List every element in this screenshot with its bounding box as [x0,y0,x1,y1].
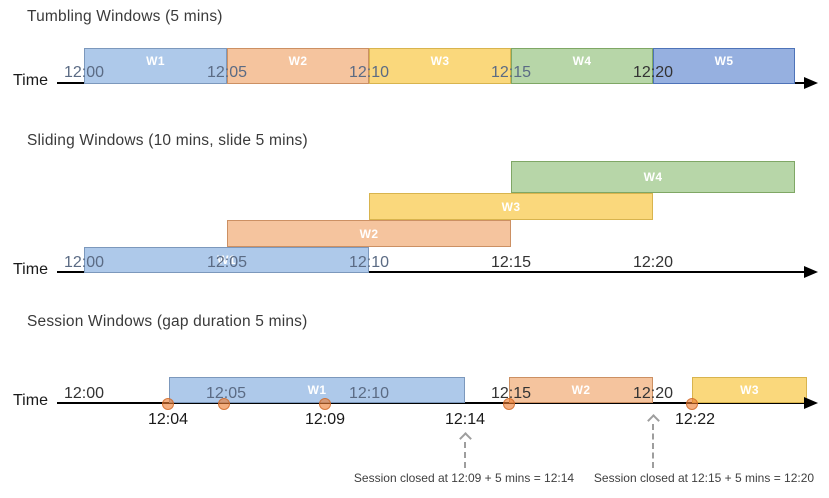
window-box-w4: W4 [511,161,795,193]
annotation-arrow-line [464,442,466,468]
window-box-w3: W3 [692,377,807,403]
time-axis-line [57,402,808,404]
axis-tick-label: 12:05 [206,64,248,81]
session-closed-annotation: Session closed at 12:15 + 5 mins = 12:20 [593,471,815,485]
time-axis-label: Time [13,72,48,89]
window-label: W5 [714,54,734,68]
event-time-label: 12:14 [444,411,486,428]
time-axis-label: Time [13,261,48,278]
time-axis-arrowhead-icon [804,397,818,409]
axis-tick-label: 12:00 [63,385,105,402]
axis-tick-label: 12:00 [63,254,105,271]
axis-tick-label: 12:20 [632,64,674,81]
event-dot [686,398,698,410]
window-box-w1: W1 [84,48,227,84]
axis-tick-label: 12:20 [632,254,674,271]
window-box-w3: W3 [369,193,653,220]
axis-tick-label: 12:05 [205,385,247,402]
event-time-label: 12:09 [304,411,346,428]
annotation-arrow-line [652,424,654,468]
time-axis-line [57,271,808,273]
axis-tick-label: 12:15 [490,64,532,81]
window-label: W2 [359,226,379,241]
axis-tick-label: 12:10 [348,64,390,81]
axis-tick-label: 12:00 [63,64,105,81]
event-dot [503,398,515,410]
time-axis-arrowhead-icon [804,77,818,89]
window-label: W1 [307,383,327,397]
axis-tick-label: 12:15 [490,385,532,402]
window-label: W3 [501,199,521,214]
window-label: W3 [740,383,759,397]
axis-tick-label: 12:15 [490,254,532,271]
window-label: W4 [572,54,592,68]
section-title: Tumbling Windows (5 mins) [27,8,223,25]
section-title: Session Windows (gap duration 5 mins) [27,313,308,330]
window-label: W1 [217,253,236,267]
window-box-w1: W1 [84,247,369,273]
window-box-w2: W2 [509,377,653,403]
window-label: W3 [430,54,450,68]
event-time-label: 12:04 [147,411,189,428]
axis-tick-label: 12:20 [632,385,674,402]
window-label: W2 [288,54,308,68]
window-box-w2: W2 [227,220,511,247]
event-dot [319,398,331,410]
axis-tick-label: 12:10 [348,385,390,402]
window-box-w3: W3 [369,48,511,84]
session-closed-annotation: Session closed at 12:09 + 5 mins = 12:14 [353,471,575,485]
event-dot [218,398,230,410]
time-axis-label: Time [13,392,48,409]
event-time-label: 12:22 [674,411,716,428]
time-axis-arrowhead-icon [804,266,818,278]
window-label: W2 [571,383,591,397]
window-box-w2: W2 [227,48,369,84]
axis-tick-label: 12:05 [206,254,248,271]
window-box-w4: W4 [511,48,653,84]
annotation-arrow-up-icon [647,414,660,427]
event-dot [162,398,174,410]
annotation-arrow-up-icon [459,432,472,445]
window-box-w1: W1 [169,377,465,403]
window-box-w5: W5 [653,48,795,84]
window-label: W4 [643,170,663,184]
section-title: Sliding Windows (10 mins, slide 5 mins) [27,132,308,149]
axis-tick-label: 12:10 [348,254,390,271]
window-label: W1 [146,54,165,68]
